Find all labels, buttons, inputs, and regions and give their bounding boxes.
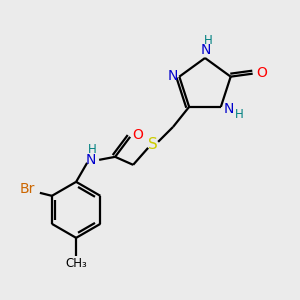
Text: N: N bbox=[167, 69, 178, 83]
Text: N: N bbox=[201, 43, 211, 57]
Text: O: O bbox=[256, 66, 267, 80]
Text: H: H bbox=[88, 143, 97, 156]
Text: N: N bbox=[224, 102, 234, 116]
Text: H: H bbox=[235, 108, 243, 121]
Text: O: O bbox=[133, 128, 144, 142]
Text: H: H bbox=[204, 34, 212, 47]
Text: Br: Br bbox=[19, 182, 34, 196]
Text: N: N bbox=[86, 153, 96, 167]
Text: CH₃: CH₃ bbox=[65, 257, 87, 270]
Text: S: S bbox=[148, 137, 158, 152]
